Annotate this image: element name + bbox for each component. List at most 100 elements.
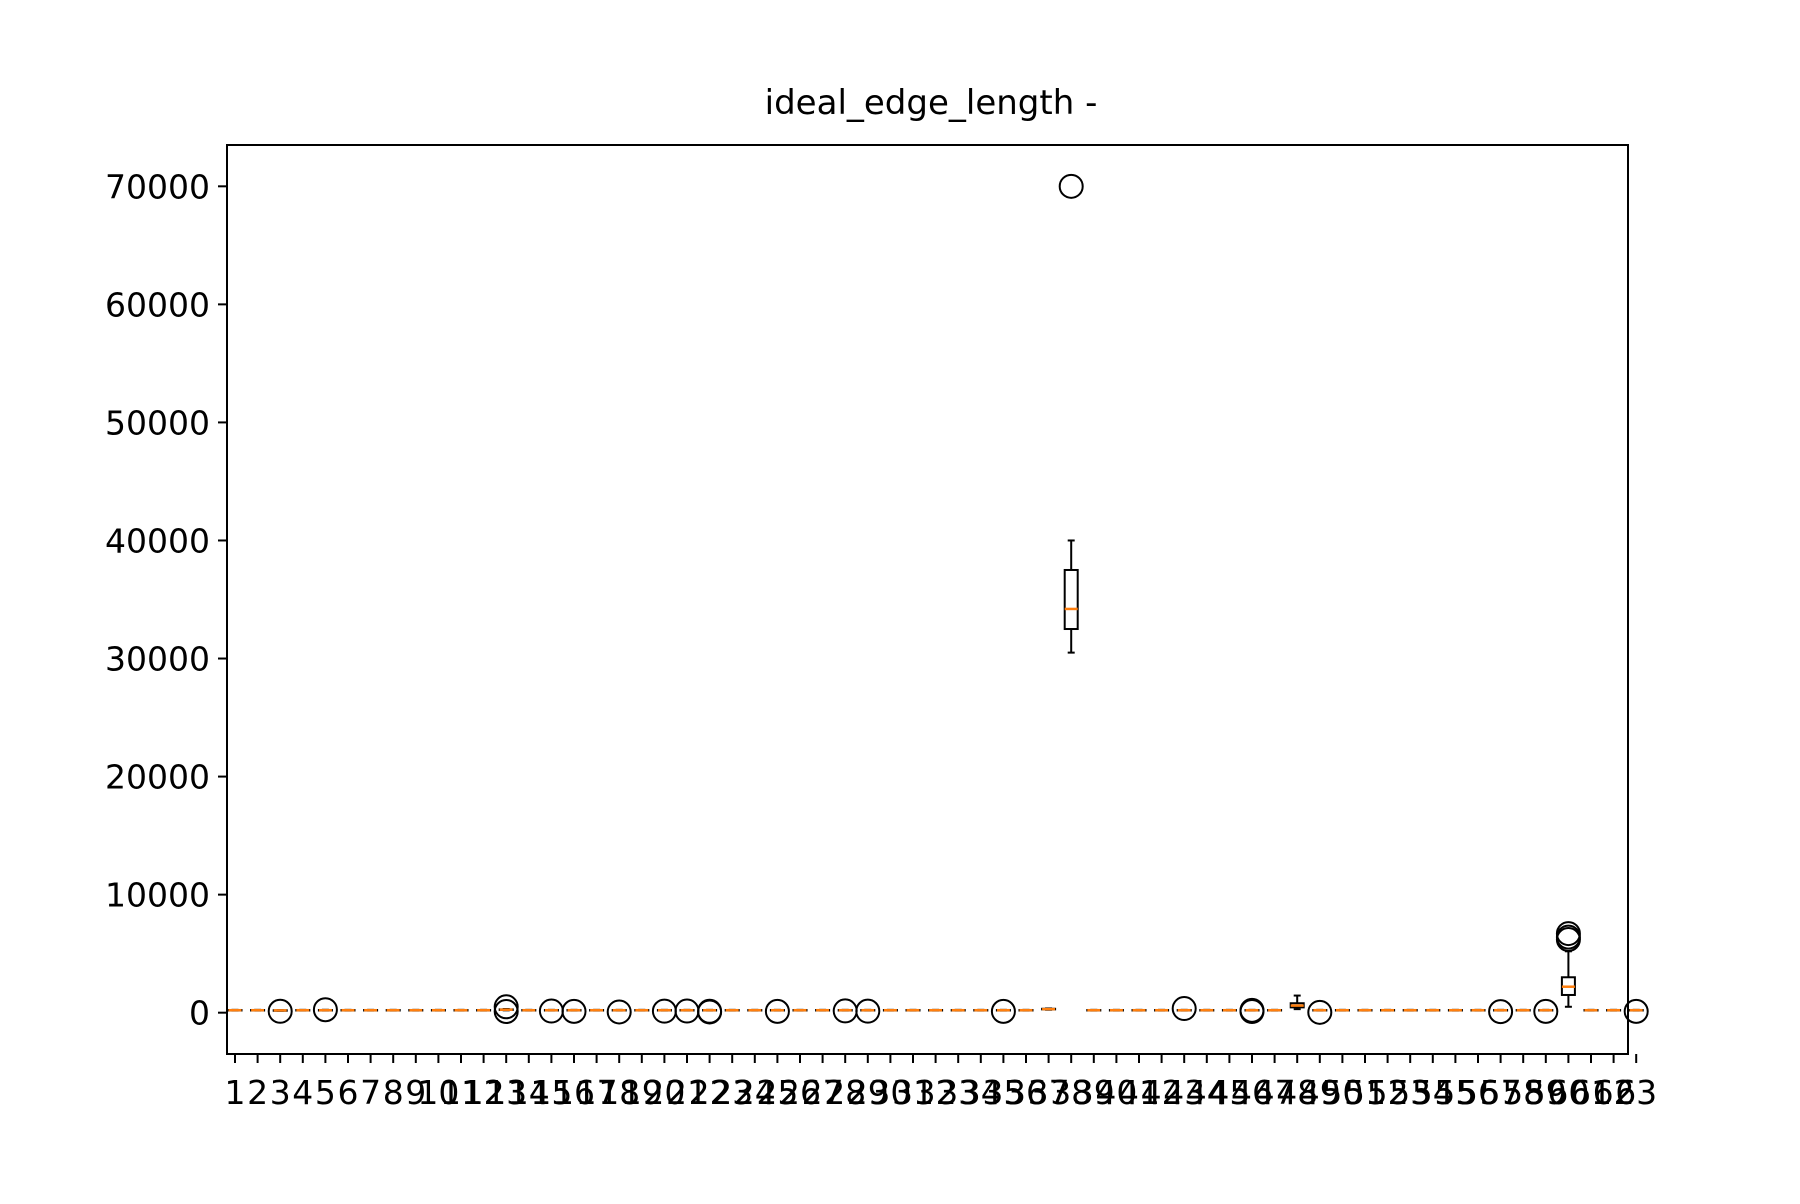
box-38 [1058,173,1084,654]
outlier-point [561,998,587,1024]
box-9 [408,1008,424,1012]
x-tick-label: 55 [1434,1073,1476,1112]
y-tick-label: 70000 [105,167,210,206]
x-tick-label: 57 [1480,1073,1522,1112]
box-4 [295,1008,311,1012]
x-tick-label: 49 [1299,1073,1341,1112]
x-tick-label: 59 [1525,1073,1567,1112]
outlier-point [1533,998,1559,1024]
y-tick-label: 20000 [105,758,210,797]
x-tick-label: 7 [360,1073,381,1112]
box-62 [1606,1008,1622,1012]
box-22 [697,998,723,1025]
box-2 [250,1008,266,1012]
box-30 [882,1008,898,1012]
outlier-point [1623,998,1649,1024]
box-13 [493,994,519,1025]
box-7 [363,1008,379,1012]
x-tick-label: 46 [1231,1073,1273,1112]
x-tick-label: 23 [711,1073,753,1112]
x-tick-label: 52 [1367,1073,1409,1112]
box-31 [905,1008,921,1012]
x-tick-label: 22 [689,1073,731,1112]
x-tick-label: 40 [1095,1073,1137,1112]
outlier-point [990,998,1016,1024]
box-18 [606,999,632,1025]
x-tick-label: 47 [1254,1073,1296,1112]
outlier-point [1488,999,1514,1025]
box-3 [267,998,293,1024]
x-tick-label: 31 [892,1073,934,1112]
y-tick-label: 30000 [105,640,210,679]
y-axis: 0 10000 20000 30000 40000 50000 60000 70000 [105,167,227,1033]
y-tick-label: 40000 [105,521,210,560]
x-tick-label: 35 [982,1073,1024,1112]
x-tick-label: 10 [417,1073,459,1112]
box-53 [1402,1008,1418,1012]
x-tick-label: 58 [1502,1073,1544,1112]
x-tick-label: 25 [756,1073,798,1112]
box-54 [1425,1008,1441,1012]
x-tick-label: 9 [405,1073,426,1112]
x-tick-label: 30 [869,1073,911,1112]
chart-title: ideal_edge_length - [765,83,1098,123]
x-tick-label: 37 [1028,1073,1070,1112]
box-50 [1334,1008,1350,1012]
x-tick-label: 63 [1615,1073,1657,1112]
box-28 [832,998,858,1024]
x-tick-label: 24 [734,1073,776,1112]
outlier-point [1239,997,1265,1023]
outlier-point [1058,173,1084,199]
plot-marks [227,173,1649,1025]
x-tick-label: 6 [338,1073,359,1112]
x-tick-label: 36 [1005,1073,1047,1112]
box-26 [792,1008,808,1012]
box-33 [950,1008,966,1012]
box-34 [973,1008,989,1012]
x-tick-label: 21 [666,1073,708,1112]
x-tick-label: 12 [463,1073,505,1112]
x-tick-label: 34 [960,1073,1002,1112]
outlier-point [764,998,790,1024]
x-tick-label: 11 [440,1073,482,1112]
x-tick-label: 51 [1344,1073,1386,1112]
box-36 [1018,1008,1034,1012]
box-14 [521,1008,537,1012]
x-tick-label: 60 [1547,1073,1589,1112]
box-24 [747,1008,763,1012]
x-tick-label: 54 [1412,1073,1454,1112]
x-tick-label: 17 [576,1073,618,1112]
outlier-point [267,998,293,1024]
box-17 [589,1008,605,1012]
x-tick-label: 19 [621,1073,663,1112]
outlier-point [1171,996,1197,1022]
box-39 [1086,1008,1102,1012]
box-5 [312,997,338,1023]
x-tick-label: 43 [1163,1073,1205,1112]
outlier-point [1555,921,1581,947]
box-55 [1447,1008,1463,1012]
box-42 [1154,1008,1170,1012]
x-tick-label: 48 [1276,1073,1318,1112]
x-axis: 1 2 3 4 5 6 7 8 91011121314151617181920212223242… [225,1054,1657,1112]
box-52 [1380,1008,1396,1012]
box-37 [1041,1007,1057,1011]
x-tick-label: 28 [824,1073,866,1112]
y-tick-label: 50000 [105,403,210,442]
box-48 [1289,994,1305,1011]
x-tick-label: 26 [779,1073,821,1112]
x-tick-label: 2 [247,1073,268,1112]
x-tick-label: 8 [383,1073,404,1112]
box-56 [1470,1008,1486,1012]
x-tick-label: 56 [1457,1073,1499,1112]
x-tick-label: 50 [1321,1073,1363,1112]
box-21 [674,998,700,1024]
y-tick-label: 0 [189,994,210,1033]
box-51 [1357,1008,1373,1012]
box-44 [1199,1008,1215,1012]
box-41 [1131,1008,1147,1012]
box-1 [227,1008,243,1012]
